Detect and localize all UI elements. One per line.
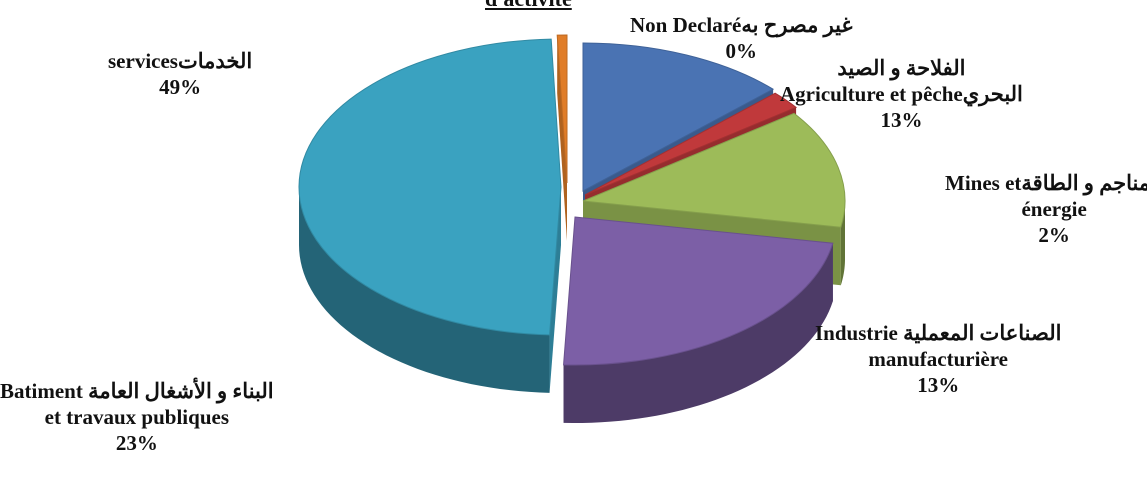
slice-label-line: Batiment البناء و الأشغال العامة	[0, 379, 274, 403]
slice-label-3: Batiment البناء و الأشغال العامة et trava…	[0, 378, 274, 456]
slice-percent: 49%	[159, 75, 202, 99]
pie-tops	[298, 34, 846, 366]
slice-label-line: Mines etالمناجم و الطاقة	[945, 171, 1147, 195]
slice-percent: 13%	[917, 373, 960, 397]
slice-label-line: servicesالخدمات	[108, 49, 253, 73]
slice-1	[584, 92, 798, 196]
slice-5	[556, 34, 568, 184]
slice-label-5: Non Declaréغير مصرح به 0%	[630, 12, 853, 64]
slice-0	[582, 42, 775, 192]
slice-4	[298, 38, 562, 336]
slice-percent: 0%	[725, 39, 758, 63]
slice-label-line: et travaux publiques	[44, 405, 229, 429]
slice-label-4: servicesالخدمات 49%	[108, 48, 252, 100]
slice-label-line: énergie	[1021, 197, 1087, 221]
slice-label-line: manufacturière	[868, 347, 1008, 371]
slice-label-0: الفلاحة و الصيد Agriculture et pêcheالبحر…	[780, 55, 1023, 133]
chart-title: d'activité	[485, 0, 572, 12]
slice-label-line: الفلاحة و الصيد	[837, 56, 966, 80]
slice-side-5	[557, 35, 567, 241]
slice-label-line: Non Declaréغير مصرح به	[630, 13, 853, 37]
slice-label-2: Industrie الصناعات المعملية manufacturièr…	[815, 320, 1061, 398]
slice-percent: 23%	[115, 431, 158, 455]
slice-label-line: Industrie الصناعات المعملية	[815, 321, 1062, 345]
slice-percent: 13%	[880, 108, 923, 132]
slice-percent: 2%	[1038, 223, 1070, 247]
slice-2	[582, 112, 846, 228]
slice-3	[563, 216, 834, 366]
slice-label-line: Agriculture et pêcheالبحري	[780, 82, 1023, 106]
